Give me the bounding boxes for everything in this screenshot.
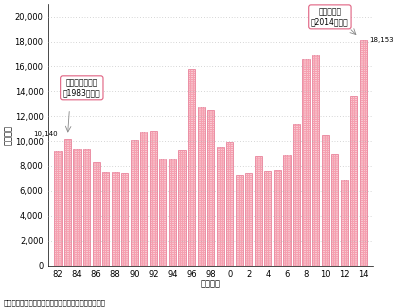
Bar: [150, 131, 157, 265]
Bar: [159, 159, 166, 265]
Bar: [93, 162, 100, 265]
Bar: [226, 142, 233, 265]
Bar: [245, 173, 252, 265]
Bar: [102, 172, 109, 265]
Bar: [322, 135, 329, 265]
Bar: [55, 151, 62, 265]
Bar: [169, 159, 176, 265]
Bar: [64, 139, 71, 265]
Bar: [197, 107, 205, 265]
Bar: [178, 150, 185, 265]
X-axis label: （年度）: （年度）: [201, 279, 220, 288]
Bar: [236, 175, 243, 265]
Text: 初の１兆円突破
（1983年度）: 初の１兆円突破 （1983年度）: [63, 78, 101, 98]
Bar: [74, 148, 81, 265]
Bar: [207, 110, 214, 265]
Bar: [360, 40, 367, 265]
Text: 資料）（一社）海外建設協会資料より国土交通省作成: 資料）（一社）海外建設協会資料より国土交通省作成: [4, 300, 106, 306]
Bar: [131, 140, 138, 265]
Bar: [83, 148, 90, 265]
Bar: [188, 69, 195, 265]
Bar: [111, 172, 119, 265]
Bar: [217, 147, 224, 265]
Text: 18,153: 18,153: [369, 37, 394, 43]
Bar: [283, 155, 291, 265]
Bar: [255, 156, 262, 265]
Bar: [350, 96, 357, 265]
Bar: [264, 171, 271, 265]
Bar: [331, 154, 338, 265]
Text: 10,140: 10,140: [33, 131, 58, 137]
Bar: [140, 132, 147, 265]
Bar: [312, 55, 319, 265]
Bar: [121, 173, 128, 265]
Y-axis label: （億円）: （億円）: [4, 125, 13, 145]
Bar: [302, 59, 310, 265]
Bar: [293, 124, 300, 265]
Bar: [341, 180, 348, 265]
Bar: [274, 170, 281, 265]
Text: 過去最高額
（2014年度）: 過去最高額 （2014年度）: [311, 7, 349, 26]
